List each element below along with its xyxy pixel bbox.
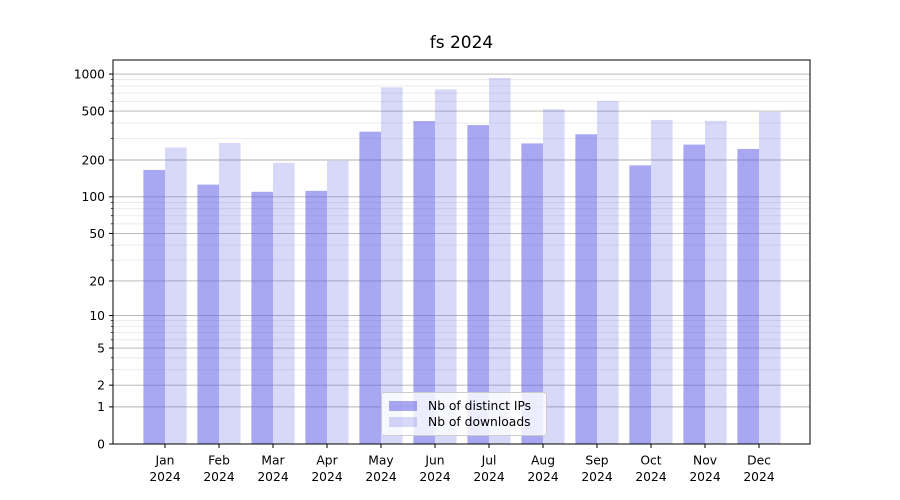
bar-aug-distinct-ips <box>521 143 543 444</box>
y-tick-label: 2 <box>97 378 105 392</box>
x-tick-label-month: Sep <box>585 454 608 468</box>
y-tick-label: 500 <box>82 104 105 118</box>
x-tick-label-month: Jun <box>424 454 444 468</box>
x-tick-label-month: Feb <box>208 454 230 468</box>
x-tick-label-month: Jul <box>481 454 497 468</box>
x-tick-label-month: Aug <box>531 454 555 468</box>
bar-may-downloads <box>381 87 403 444</box>
x-tick-label-year: 2024 <box>365 470 396 484</box>
bar-oct-distinct-ips <box>629 165 651 444</box>
x-tick-label-month: May <box>368 454 393 468</box>
y-tick-label: 100 <box>82 190 105 204</box>
bar-apr-distinct-ips <box>305 190 327 444</box>
x-tick-label-year: 2024 <box>203 470 234 484</box>
bar-mar-downloads <box>273 162 295 444</box>
bar-sep-downloads <box>597 100 619 445</box>
x-tick-label-month: Nov <box>693 454 717 468</box>
y-tick-label: 1 <box>97 400 105 414</box>
x-tick-label-month: Oct <box>640 454 661 468</box>
plot-frame <box>112 59 811 445</box>
x-tick-label-year: 2024 <box>689 470 720 484</box>
y-tick-label: 20 <box>89 274 105 288</box>
x-tick-label-month: Jan <box>155 454 175 468</box>
x-tick-label-year: 2024 <box>257 470 288 484</box>
bar-nov-distinct-ips <box>683 144 705 444</box>
x-tick-label-year: 2024 <box>311 470 342 484</box>
bar-sep-distinct-ips <box>575 134 597 444</box>
x-tick-label-year: 2024 <box>743 470 774 484</box>
bar-dec-distinct-ips <box>737 148 759 444</box>
x-tick-label-year: 2024 <box>527 470 558 484</box>
bar-jul-downloads <box>489 77 511 445</box>
y-tick-label: 0 <box>97 437 105 451</box>
legend-item-downloads: Nb of downloads <box>389 414 537 430</box>
x-tick-label-year: 2024 <box>581 470 612 484</box>
legend-swatch-downloads <box>389 417 417 427</box>
y-tick-label: 5 <box>97 341 105 355</box>
bar-feb-downloads <box>219 143 241 444</box>
chart-title: fs 2024 <box>429 33 494 53</box>
bar-jun-downloads <box>435 89 457 444</box>
legend-label-distinct-ips: Nb of distinct IPs <box>428 399 532 413</box>
x-tick-label-month: Dec <box>747 454 771 468</box>
bar-jan-distinct-ips <box>143 169 165 444</box>
bar-aug-downloads <box>543 109 565 444</box>
bar-jul-distinct-ips <box>467 125 489 444</box>
legend-label-downloads: Nb of downloads <box>428 415 531 429</box>
bar-feb-distinct-ips <box>197 184 219 444</box>
legend: Nb of distinct IPs Nb of downloads <box>381 392 547 436</box>
x-tick-label-month: Apr <box>316 454 338 468</box>
bar-nov-downloads <box>705 120 727 445</box>
x-tick-label-year: 2024 <box>635 470 666 484</box>
bar-oct-downloads <box>651 119 673 445</box>
x-tick-label-year: 2024 <box>473 470 504 484</box>
bar-dec-downloads <box>759 111 781 444</box>
x-tick-label-month: Mar <box>261 454 285 468</box>
bar-mar-distinct-ips <box>251 191 273 444</box>
y-tick-label: 200 <box>82 153 105 167</box>
x-tick-label-year: 2024 <box>419 470 450 484</box>
bar-apr-downloads <box>327 160 349 444</box>
y-tick-label: 10 <box>89 309 105 323</box>
x-tick-label-year: 2024 <box>149 470 180 484</box>
legend-swatch-distinct-ips <box>389 401 417 411</box>
y-tick-label: 1000 <box>74 67 105 81</box>
bar-may-distinct-ips <box>359 131 381 444</box>
bar-jun-distinct-ips <box>413 121 435 445</box>
bar-jan-downloads <box>165 147 187 444</box>
legend-item-distinct-ips: Nb of distinct IPs <box>389 398 537 414</box>
y-tick-label: 50 <box>89 227 105 241</box>
